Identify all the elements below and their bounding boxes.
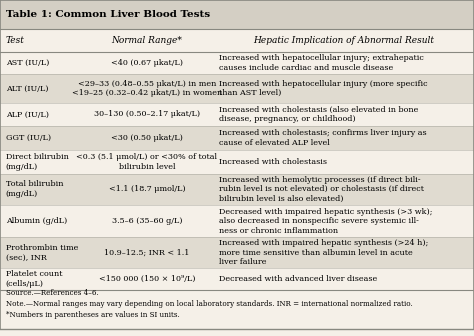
Text: Prothrombin time
(sec), INR: Prothrombin time (sec), INR <box>6 244 78 262</box>
Text: 10.9–12.5; INR < 1.1: 10.9–12.5; INR < 1.1 <box>104 249 190 257</box>
FancyBboxPatch shape <box>0 29 474 52</box>
Text: <0.3 (5.1 μmol/L) or <30% of total
bilirubin level: <0.3 (5.1 μmol/L) or <30% of total bilir… <box>76 153 218 171</box>
Text: Decreased with impaired hepatic synthesis (>3 wk);
also decreased in nonspecific: Decreased with impaired hepatic synthesi… <box>219 208 432 235</box>
FancyBboxPatch shape <box>0 126 474 150</box>
Text: Increased with cholestasis: Increased with cholestasis <box>219 158 327 166</box>
Text: Increased with hemolytic processes (if direct bili-
rubin level is not elevated): Increased with hemolytic processes (if d… <box>219 176 424 203</box>
Text: Direct bilirubin
(mg/dL): Direct bilirubin (mg/dL) <box>6 153 69 171</box>
Text: Platelet count
(cells/μL): Platelet count (cells/μL) <box>6 270 62 288</box>
Text: Normal Range*: Normal Range* <box>111 36 182 45</box>
Text: <29–33 (0.48–0.55 μkat/L) in men
<19–25 (0.32–0.42 μkat/L) in women: <29–33 (0.48–0.55 μkat/L) in men <19–25 … <box>72 80 222 97</box>
Text: ALP (IU/L): ALP (IU/L) <box>6 111 49 119</box>
Text: Increased with impaired hepatic synthesis (>24 h);
more time sensitive than albu: Increased with impaired hepatic synthesi… <box>219 239 428 266</box>
Text: GGT (IU/L): GGT (IU/L) <box>6 134 51 142</box>
FancyBboxPatch shape <box>0 75 474 102</box>
FancyBboxPatch shape <box>0 0 474 29</box>
Text: AST (IU/L): AST (IU/L) <box>6 59 49 67</box>
FancyBboxPatch shape <box>0 268 474 290</box>
FancyBboxPatch shape <box>0 205 474 237</box>
Text: Decreased with advanced liver disease: Decreased with advanced liver disease <box>219 275 377 283</box>
FancyBboxPatch shape <box>0 237 474 268</box>
Text: <1.1 (18.7 μmol/L): <1.1 (18.7 μmol/L) <box>109 185 185 193</box>
Text: Source.—References 4–6.
Note.—Normal ranges may vary depending on local laborato: Source.—References 4–6. Note.—Normal ran… <box>6 289 412 319</box>
Text: 30–130 (0.50–2.17 μkat/L): 30–130 (0.50–2.17 μkat/L) <box>94 111 200 119</box>
Text: Total bilirubin
(mg/dL): Total bilirubin (mg/dL) <box>6 180 63 198</box>
Text: Albumin (g/dL): Albumin (g/dL) <box>6 217 67 225</box>
Text: Hepatic Implication of Abnormal Result: Hepatic Implication of Abnormal Result <box>253 36 434 45</box>
Text: ALT (IU/L): ALT (IU/L) <box>6 85 48 92</box>
FancyBboxPatch shape <box>0 150 474 174</box>
Text: Increased with cholestasis (also elevated in bone
disease, pregnancy, or childho: Increased with cholestasis (also elevate… <box>219 106 419 123</box>
Text: Table 1: Common Liver Blood Tests: Table 1: Common Liver Blood Tests <box>6 10 210 19</box>
Text: <150 000 (150 × 10⁹/L): <150 000 (150 × 10⁹/L) <box>99 275 195 283</box>
Text: Increased with cholestasis; confirms liver injury as
cause of elevated ALP level: Increased with cholestasis; confirms liv… <box>219 129 427 147</box>
FancyBboxPatch shape <box>0 174 474 205</box>
Text: <40 (0.67 μkat/L): <40 (0.67 μkat/L) <box>111 59 183 67</box>
FancyBboxPatch shape <box>0 52 474 75</box>
FancyBboxPatch shape <box>0 290 474 329</box>
Text: <30 (0.50 μkat/L): <30 (0.50 μkat/L) <box>111 134 183 142</box>
Text: Test: Test <box>6 36 25 45</box>
Text: Increased with hepatocellular injury; extrahepatic
causes include cardiac and mu: Increased with hepatocellular injury; ex… <box>219 54 424 72</box>
Text: Increased with hepatocellular injury (more specific
than AST level): Increased with hepatocellular injury (mo… <box>219 80 428 97</box>
FancyBboxPatch shape <box>0 102 474 126</box>
Text: 3.5–6 (35–60 g/L): 3.5–6 (35–60 g/L) <box>112 217 182 225</box>
